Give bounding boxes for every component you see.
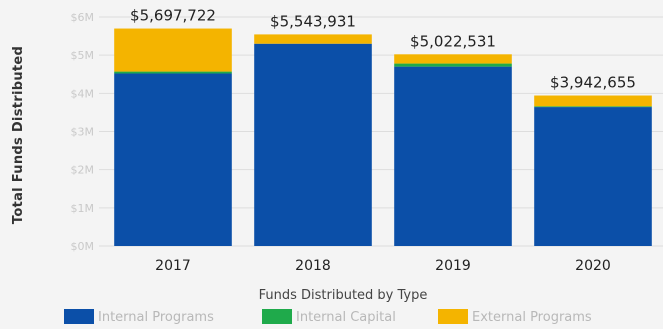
bar-total-label: $5,697,722 — [130, 7, 216, 25]
bar-total-label: $3,942,655 — [550, 74, 636, 92]
legend-swatch — [64, 309, 94, 324]
bar-segment-internal-capital — [394, 63, 512, 67]
bar-segment-internal-programs — [254, 43, 372, 246]
x-tick-label: 2019 — [435, 258, 471, 274]
bar-segment-internal-capital — [534, 106, 652, 108]
legend-label: External Programs — [472, 310, 592, 325]
bar-segment-external-programs — [394, 54, 512, 64]
legend: Internal Programs Internal Capital Externa… — [64, 309, 592, 325]
y-tick-label: $4M — [71, 87, 95, 100]
y-tick-label: $3M — [71, 126, 95, 139]
x-tick-label: 2018 — [295, 258, 331, 274]
bar-total-label: $5,543,931 — [270, 12, 356, 30]
x-tick-label: 2017 — [155, 258, 191, 274]
bar-segment-internal-programs — [394, 66, 512, 246]
bar-segment-internal-programs — [114, 73, 232, 246]
y-tick-label: $0M — [71, 240, 95, 253]
x-axis-title: Funds Distributed by Type — [259, 288, 428, 303]
legend-label: Internal Programs — [98, 310, 214, 325]
legend-swatch — [438, 309, 468, 324]
bar-segment-external-programs — [534, 95, 652, 107]
y-tick-label: $1M — [71, 202, 95, 215]
x-tick-label: 2020 — [575, 258, 611, 274]
y-tick-label: $2M — [71, 164, 95, 177]
legend-label: Internal Capital — [296, 310, 396, 325]
bar-segment-external-programs — [114, 28, 232, 72]
y-tick-label: $5M — [71, 49, 95, 62]
bar-segment-internal-programs — [534, 107, 652, 246]
legend-swatch — [262, 309, 292, 324]
bar-segment-external-programs — [254, 34, 372, 44]
y-tick-label: $6M — [71, 11, 95, 24]
bar-segment-internal-capital — [114, 71, 232, 74]
y-axis-title: Total Funds Distributed — [11, 46, 26, 224]
bar-total-label: $5,022,531 — [410, 32, 496, 50]
